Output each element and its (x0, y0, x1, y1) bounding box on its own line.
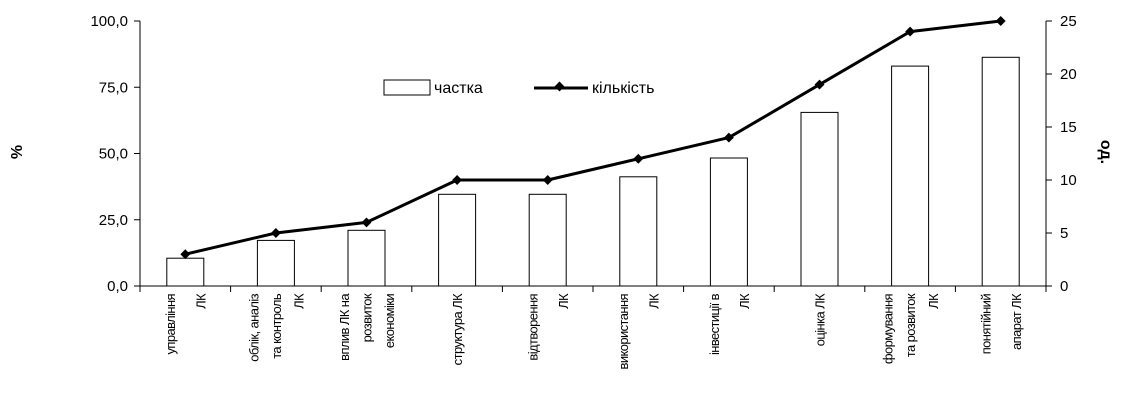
x-category-label: економіки (382, 294, 397, 348)
bar (347, 229, 386, 287)
x-category-label: ЛК (926, 293, 941, 309)
bar (438, 193, 477, 287)
y2-tick-label: 5 (1060, 225, 1068, 242)
line-marker (180, 249, 191, 260)
bar (619, 176, 658, 287)
line-marker (995, 16, 1006, 26)
y-tick-label: 0,0 (107, 278, 128, 295)
line-marker (633, 153, 644, 164)
bars-layer (166, 56, 1020, 287)
line-marker (905, 26, 916, 37)
bar (981, 56, 1020, 287)
legend-line-marker (554, 81, 565, 92)
y2-tick-label: 0 (1060, 278, 1068, 295)
x-category-label: ЛК (193, 293, 208, 309)
x-category-label: облік, аналіз (246, 293, 261, 361)
bar (528, 193, 567, 287)
x-category-label: розвиток (360, 293, 375, 342)
x-category-label: та розвиток (903, 293, 918, 357)
labels-layer: 0,0 25,0 50,0 75,0 100,0 0 5 10 15 20 25 управління… (90, 13, 1076, 369)
y2-tick-label: 10 (1060, 172, 1077, 189)
line-marker (814, 79, 825, 90)
legend-label-share: частка (434, 80, 483, 97)
line-marker (723, 132, 734, 143)
bar (709, 157, 748, 287)
bar (800, 111, 839, 287)
x-category-label: вплив ЛК на (337, 293, 352, 361)
legend: частка кількість (383, 79, 654, 97)
x-category-label: ЛК (646, 293, 661, 309)
y-axis-title: % (9, 145, 26, 159)
line-marker (270, 228, 281, 238)
x-category-label: ЛК (556, 293, 571, 309)
y2-tick-label: 20 (1060, 66, 1077, 83)
y2-tick-label: 15 (1060, 119, 1077, 136)
x-category-label: відтворення (526, 293, 541, 360)
x-category-label: використання (616, 293, 631, 369)
x-category-label: та контроль (269, 293, 284, 359)
bar (891, 65, 930, 287)
count-line (184, 19, 1001, 256)
x-category-label: інвестиції в (707, 293, 722, 355)
line-layer (180, 16, 1006, 260)
axes-layer (134, 20, 1052, 292)
legend-bar-swatch (383, 79, 431, 96)
bar (166, 257, 205, 287)
x-category-label: ЛК (292, 293, 307, 309)
x-category-label: апарат ЛК (1009, 293, 1024, 350)
bar (256, 239, 295, 287)
y-tick-label: 25,0 (99, 212, 128, 229)
x-category-label: формування (880, 293, 895, 364)
y-tick-label: 50,0 (99, 146, 128, 163)
y-tick-label: 100,0 (90, 13, 128, 30)
y2-tick-label: 25 (1060, 13, 1077, 30)
y2-axis-title: од. (1097, 140, 1114, 164)
line-marker (452, 175, 463, 185)
x-category-label: оцінка ЛК (813, 293, 828, 346)
legend-label-count: кількість (592, 80, 654, 97)
line-marker (361, 217, 372, 228)
y-tick-label: 75,0 (99, 79, 128, 96)
x-category-label: управління (163, 293, 178, 354)
line-marker (542, 175, 553, 185)
x-category-label: ЛК (737, 293, 752, 309)
x-category-label: понятійний (979, 294, 994, 355)
x-category-label: структура ЛК (450, 293, 465, 365)
